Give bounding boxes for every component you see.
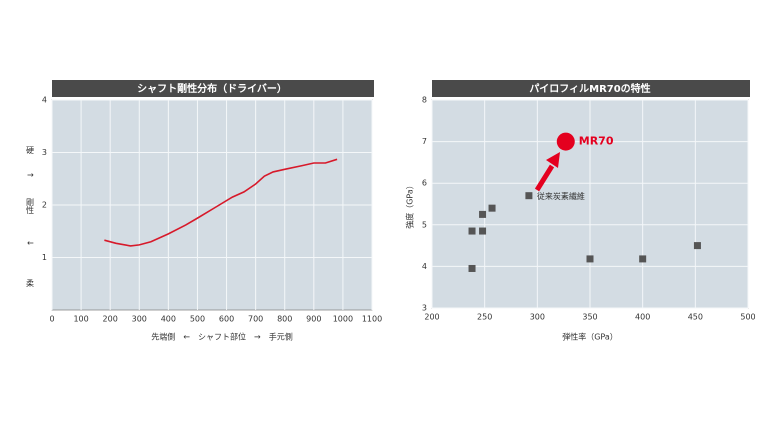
x-tick-label: 500 <box>740 313 755 322</box>
arrow-head <box>546 152 560 168</box>
point <box>488 204 496 212</box>
x-tick-label: 200 <box>103 315 118 324</box>
x-tick-label: 350 <box>582 313 597 322</box>
y-tick-label: 6 <box>422 179 427 188</box>
y-axis-label: 強度（GPa） <box>405 181 415 229</box>
y-tick-label: 4 <box>42 96 47 105</box>
x-axis-label: 先端側 ← シャフト部位 → 手元側 <box>151 332 292 342</box>
data-line <box>104 158 338 247</box>
x-tick-label: 300 <box>530 313 545 322</box>
point <box>479 210 487 218</box>
y-axis-label: 硬 <box>26 146 35 155</box>
y-tick-label: 7 <box>422 137 427 146</box>
arrow-shaft <box>534 164 555 192</box>
point <box>586 255 594 263</box>
chart-title: シャフト剛性分布（ドライバー） <box>137 82 287 95</box>
x-tick-label: 600 <box>219 315 234 324</box>
point <box>479 227 487 235</box>
x-tick-label: 0 <box>49 315 54 324</box>
x-tick-label: 900 <box>306 315 321 324</box>
y-tick-label: 3 <box>422 304 427 313</box>
x-axis-label: 弾性率（GPa） <box>562 332 618 342</box>
y-axis-label: ↑ <box>26 172 35 179</box>
y-tick-label: 5 <box>422 220 427 229</box>
header-bar <box>52 80 374 97</box>
x-tick-label: 400 <box>635 313 650 322</box>
point <box>525 192 533 200</box>
x-tick-label: 250 <box>477 313 492 322</box>
series-label: MR70 <box>579 135 614 148</box>
x-tick-label: 500 <box>190 315 205 324</box>
x-tick-label: 1000 <box>333 315 353 324</box>
y-tick-label: 1 <box>42 253 47 262</box>
x-tick-label: 700 <box>248 315 263 324</box>
point <box>556 132 575 151</box>
y-axis-label: 剛性 <box>26 198 35 214</box>
point <box>639 255 647 263</box>
chart-title: パイロフィルMR70の特性 <box>529 82 650 95</box>
header-bar <box>432 80 750 97</box>
y-tick-label: 2 <box>42 201 47 210</box>
x-tick-label: 400 <box>161 315 176 324</box>
x-tick-label: 300 <box>132 315 147 324</box>
point <box>468 227 476 235</box>
y-tick-label: 8 <box>422 96 427 105</box>
x-tick-label: 200 <box>424 313 439 322</box>
y-tick-label: 4 <box>422 262 427 271</box>
series-label: 従来炭素繊維 <box>537 191 585 201</box>
y-axis-label: ↓ <box>26 240 35 247</box>
x-tick-label: 1100 <box>362 315 382 324</box>
y-axis-label: 柔 <box>26 278 35 288</box>
point <box>468 264 476 272</box>
x-tick-label: 100 <box>73 315 88 324</box>
x-tick-label: 800 <box>277 315 292 324</box>
x-tick-label: 450 <box>688 313 703 322</box>
y-tick-label: 3 <box>42 148 47 157</box>
point <box>693 242 701 250</box>
